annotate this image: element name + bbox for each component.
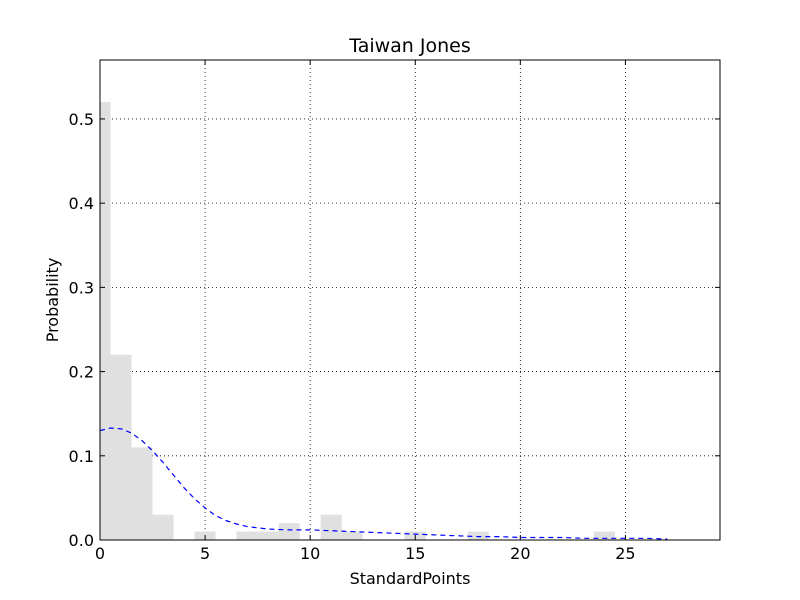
x-axis-label: StandardPoints bbox=[350, 569, 471, 588]
density-curve-layer bbox=[99, 427, 668, 540]
chart-title: Taiwan Jones bbox=[348, 35, 471, 57]
y-tick-label: 0.5 bbox=[69, 110, 94, 129]
y-tick-label: 0.1 bbox=[69, 447, 94, 466]
grid-lines bbox=[100, 60, 720, 540]
y-tick-label: 0.0 bbox=[69, 531, 94, 550]
y-axis-label: Probability bbox=[43, 258, 62, 343]
histogram-bar bbox=[257, 531, 279, 540]
histogram-bar bbox=[467, 531, 489, 540]
y-tick-label: 0.4 bbox=[69, 194, 94, 213]
axis-ticks: 0 5 10 15 20 25 0.0 0.1 0.2 0.3 0.4 0.5 bbox=[69, 60, 720, 563]
histogram-bar bbox=[131, 447, 153, 540]
x-tick-label: 25 bbox=[615, 544, 635, 563]
density-curve bbox=[99, 427, 668, 540]
histogram-bar bbox=[236, 531, 258, 540]
histogram-bar bbox=[593, 531, 615, 540]
histogram-bar bbox=[152, 514, 174, 540]
y-tick-label: 0.3 bbox=[69, 278, 94, 297]
x-tick-label: 0 bbox=[95, 544, 105, 563]
histogram-bar bbox=[320, 514, 342, 540]
x-tick-label: 15 bbox=[405, 544, 425, 563]
histogram-bars bbox=[100, 102, 615, 541]
plot-frame bbox=[99, 59, 721, 541]
x-tick-label: 20 bbox=[510, 544, 530, 563]
histogram-bar bbox=[110, 354, 132, 540]
histogram-bar bbox=[341, 531, 363, 540]
x-tick-label: 5 bbox=[200, 544, 210, 563]
y-tick-label: 0.2 bbox=[69, 363, 94, 382]
histogram-bar bbox=[278, 523, 300, 540]
histogram-bar bbox=[100, 102, 111, 541]
x-tick-label: 10 bbox=[300, 544, 320, 563]
